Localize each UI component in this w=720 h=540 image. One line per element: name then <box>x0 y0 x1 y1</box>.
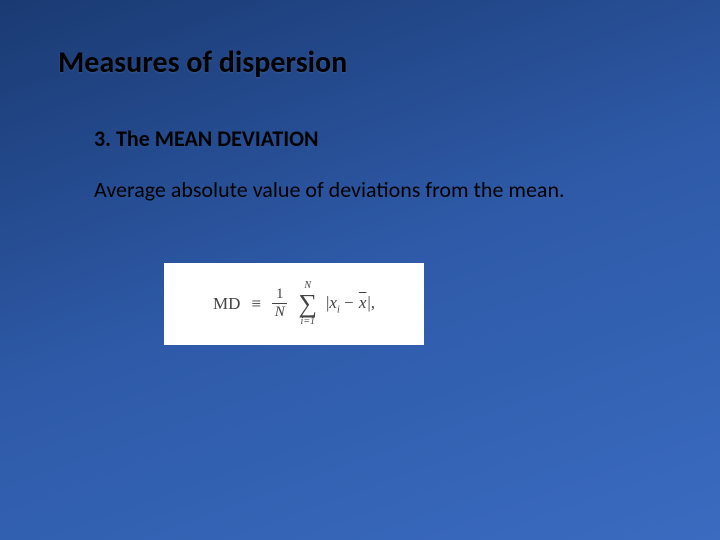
x-bar: x <box>359 293 367 312</box>
formula-box: MD ≡ 1 N N ∑ i=1 |xi − x|, <box>164 263 424 345</box>
slide-title: Measures of dispersion <box>58 44 662 81</box>
x-var: x <box>329 293 337 312</box>
sum-lower: i=1 <box>300 317 315 327</box>
fraction-denominator: N <box>275 304 285 320</box>
slide: Measures of dispersion 3. The MEAN DEVIA… <box>0 0 720 540</box>
formula-label: MD <box>213 294 240 314</box>
absolute-term: |xi − x|, <box>326 293 375 315</box>
slide-content: 3. The MEAN DEVIATION Average absolute v… <box>58 125 662 345</box>
sigma-symbol: ∑ <box>298 292 317 315</box>
equiv-symbol: ≡ <box>251 294 261 314</box>
minus-sign: − <box>340 293 358 312</box>
slide-subtitle: 3. The MEAN DEVIATION <box>94 125 662 152</box>
summation: N ∑ i=1 <box>298 281 317 326</box>
fraction: 1 N <box>272 287 288 320</box>
formula: MD ≡ 1 N N ∑ i=1 |xi − x|, <box>213 281 375 326</box>
slide-description: Average absolute value of deviations fro… <box>94 176 662 203</box>
comma: , <box>371 293 375 312</box>
fraction-numerator: 1 <box>272 287 288 304</box>
